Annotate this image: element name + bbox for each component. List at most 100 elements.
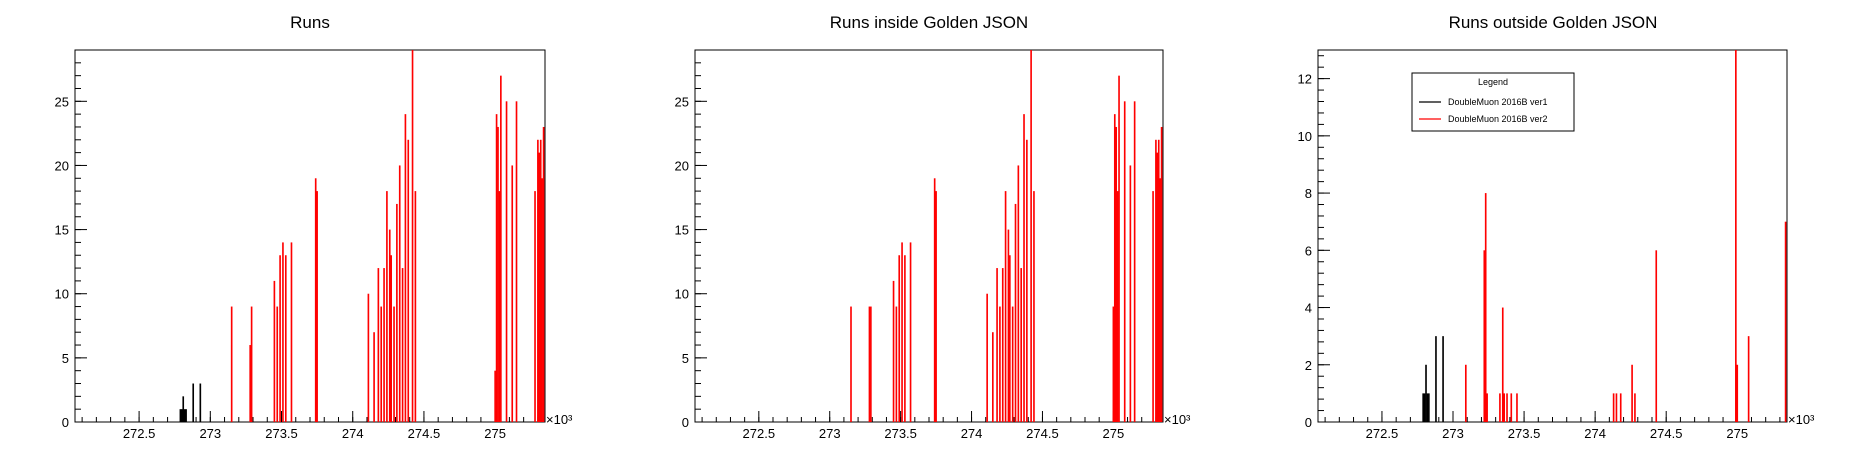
bar-series-1 (179, 409, 182, 422)
bar-series-2 (377, 268, 380, 422)
bar-series-2 (1612, 393, 1615, 422)
y-tick-label: 15 (675, 223, 689, 238)
bar-series-2 (1483, 250, 1486, 422)
bar-series-2 (537, 139, 539, 423)
y-tick-label: 10 (1298, 129, 1312, 144)
bar-series-2 (1735, 50, 1737, 422)
y-tick-label: 5 (682, 351, 689, 366)
bar-series-1 (1133, 101, 1136, 422)
bar-series-2 (534, 191, 536, 422)
bar-series-1 (1113, 114, 1116, 422)
bar-series-1 (181, 409, 183, 422)
x-tick-label: 273 (1442, 426, 1464, 441)
bar-series-1 (1159, 178, 1161, 422)
bar-series-2 (1501, 307, 1504, 422)
y-tick-label: 10 (675, 287, 689, 302)
x-tick-label: 272.5 (1366, 426, 1399, 441)
bar-series-2 (383, 268, 385, 422)
bar-series-1 (1116, 191, 1119, 422)
x-tick-label: 272.5 (743, 426, 776, 441)
bar-series-1 (1428, 393, 1430, 422)
x-tick-label: 274 (1584, 426, 1606, 441)
bar-series-2 (1486, 393, 1488, 422)
chart-panel-1: Runs 272.5 273 273.5 274 274.5 275 ×10³ 0 5 10 15 20… (55, 13, 574, 441)
x-tick-label: 273 (199, 426, 221, 441)
bar-series-2 (1655, 250, 1658, 422)
bar-series-1 (895, 306, 898, 422)
x-tick-label: 275 (1103, 426, 1125, 441)
bar-series-2 (273, 280, 276, 422)
bar-series-1 (1001, 268, 1004, 422)
x-tick-label: 274.5 (408, 426, 441, 441)
bar-series-1 (1426, 393, 1429, 422)
bar-series-2 (1516, 393, 1518, 422)
x-tick-label: 273.5 (265, 426, 298, 441)
bar-series-1 (999, 306, 1001, 422)
bar-series-1 (1112, 306, 1115, 422)
x-tick-label: 275 (1726, 426, 1748, 441)
bar-series-2 (497, 126, 499, 422)
x-tick-label: 274.5 (1026, 426, 1059, 441)
bar-series-2 (511, 165, 514, 422)
bar-series-1 (1129, 165, 1132, 422)
y-tick-label: 12 (1298, 72, 1312, 87)
bar-series-1 (1004, 191, 1007, 422)
y-tick-label: 5 (62, 351, 69, 366)
bar-series-1 (1123, 101, 1126, 422)
bar-series-1 (904, 255, 906, 422)
bar-series-2 (290, 242, 293, 422)
bar-series-1 (909, 242, 912, 422)
bar-series-2 (515, 101, 518, 422)
y-tick-label: 0 (1305, 415, 1312, 430)
bar-series-1 (1423, 393, 1426, 422)
chart-panel-3: Runs outside Golden JSON 272.5 273 273.5 274… (1298, 13, 1816, 441)
bar-series-1 (1020, 268, 1022, 422)
bar-series-2 (498, 191, 501, 422)
bar-series-2 (250, 306, 253, 422)
y-tick-label: 4 (1305, 301, 1312, 316)
bar-series-1 (1442, 336, 1444, 422)
bar-series-1 (1030, 50, 1032, 422)
bar-series-2 (542, 126, 545, 422)
bar-series-1 (892, 280, 895, 422)
chart-title: Runs (290, 13, 330, 32)
bar-series-2 (249, 345, 251, 422)
bar-series-1 (182, 396, 185, 422)
bar-series-1 (1425, 364, 1427, 422)
bar-series-2 (538, 152, 541, 422)
bar-series-2 (230, 306, 233, 422)
x-tick-label: 274 (961, 426, 983, 441)
bar-series-2 (393, 306, 395, 422)
bar-series-1 (192, 383, 195, 422)
bar-series-1 (1014, 203, 1017, 422)
x-tick-label: 275 (484, 426, 506, 441)
bar-series-1 (1009, 255, 1011, 422)
bar-series-2 (541, 178, 543, 422)
x-tick-label: 274 (342, 426, 364, 441)
y-tick-label: 8 (1305, 186, 1312, 201)
bar-series-2 (373, 332, 375, 422)
legend: Legend DoubleMuon 2016B ver1 DoubleMuon 20… (1411, 72, 1575, 132)
x-tick-label: 273.5 (884, 426, 917, 441)
y-tick-label: 25 (55, 94, 69, 109)
legend-entry-label: DoubleMuon 2016B ver2 (1448, 114, 1548, 124)
bar-series-2 (1484, 193, 1487, 422)
x-tick-label: 273 (819, 426, 841, 441)
bar-series-1 (898, 255, 901, 422)
bar-series-2 (1499, 393, 1501, 422)
bar-series-2 (411, 50, 414, 422)
bar-series-2 (505, 101, 508, 422)
bar-series-1 (1160, 126, 1163, 422)
bar-series-2 (494, 370, 496, 422)
bar-series-1 (1422, 393, 1424, 422)
bar-series-2 (388, 229, 391, 422)
x-exponent-label: ×10³ (1788, 412, 1815, 427)
bar-series-1 (1033, 191, 1035, 422)
y-tick-label: 20 (675, 158, 689, 173)
bar-series-1 (1115, 126, 1118, 422)
bar-series-2 (398, 165, 401, 422)
bar-series-2 (1506, 393, 1508, 422)
bar-series-2 (1619, 393, 1622, 422)
chart-title: Runs inside Golden JSON (830, 13, 1028, 32)
y-tick-label: 20 (55, 158, 69, 173)
